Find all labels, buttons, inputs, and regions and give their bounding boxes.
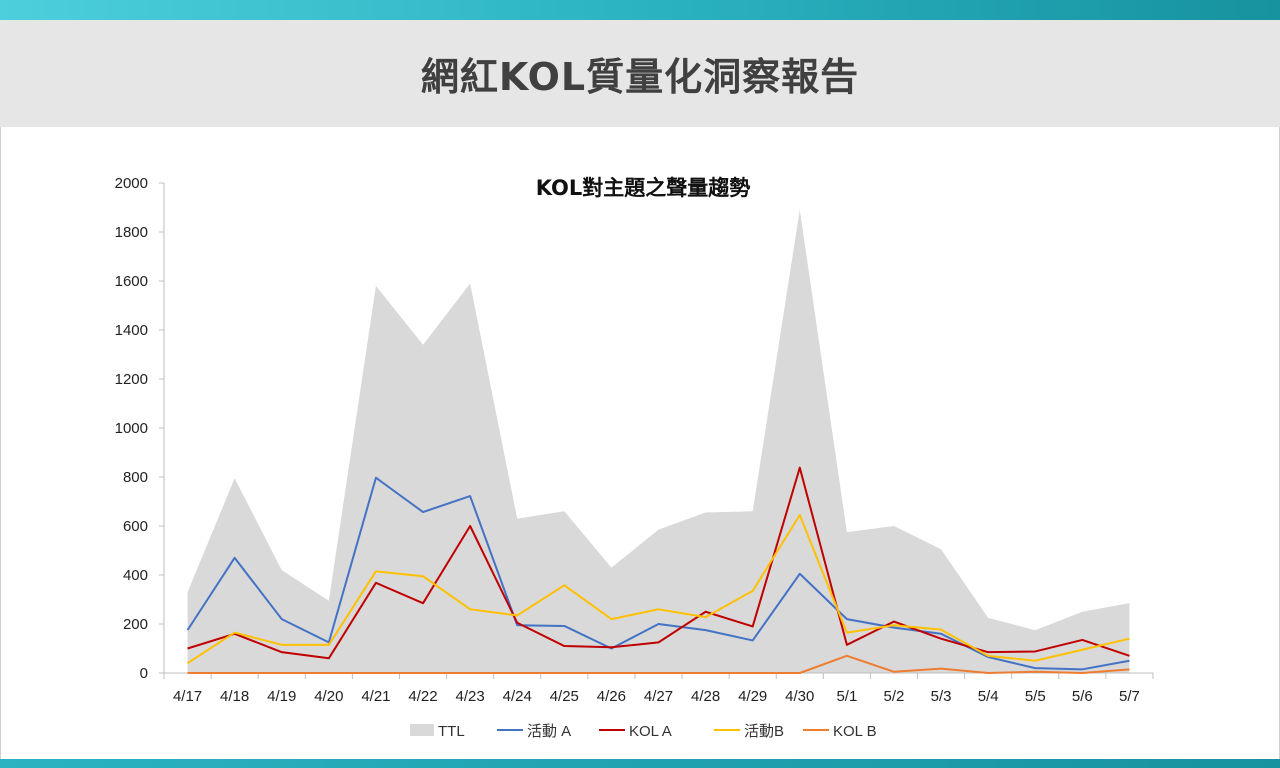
x-tick-label: 4/22 <box>408 688 437 705</box>
x-tick-label: 4/21 <box>361 688 390 705</box>
y-tick-label: 1000 <box>115 420 148 437</box>
x-tick-label: 4/30 <box>785 688 814 705</box>
legend-label-2: KOL A <box>629 723 672 740</box>
series-line-1 <box>186 476 1130 671</box>
legend-label-3: 活動B <box>744 723 784 740</box>
x-tick-label: 4/23 <box>456 688 485 705</box>
x-tick-label: 4/25 <box>550 688 579 705</box>
bottom-accent-bar <box>0 759 1280 768</box>
x-tick-label: 4/24 <box>503 688 532 705</box>
x-tick-label: 4/19 <box>267 688 296 705</box>
top-accent-bar <box>0 0 1280 20</box>
series-line-3 <box>187 513 1130 665</box>
x-tick-label: 4/27 <box>644 688 673 705</box>
title-band: 網紅KOL質量化洞察報告 <box>0 20 1280 127</box>
legend-label-0: TTL <box>438 723 465 740</box>
plot-area: 0 200 400 600 800 1000 1200 1400 1600 1800 2000 4/1… <box>115 175 1154 705</box>
legend-label-4: KOL B <box>833 723 877 740</box>
chart-title: KOL對主題之聲量趨勢 <box>536 176 751 200</box>
x-tick-label: 5/7 <box>1119 688 1140 705</box>
x-tick-label: 5/2 <box>884 688 905 705</box>
chart-legend: TTL 活動 A KOL A 活動B KOL B <box>410 723 877 740</box>
x-tick-label: 4/28 <box>691 688 720 705</box>
x-tick-label: 5/4 <box>978 688 999 705</box>
series-area-ttl <box>187 209 1130 673</box>
x-tick-label: 4/18 <box>220 688 249 705</box>
y-tick-label: 800 <box>123 469 148 486</box>
y-tick-label: 1600 <box>115 273 148 290</box>
x-tick-label: 4/20 <box>314 688 343 705</box>
y-tick-label: 1200 <box>115 371 148 388</box>
legend-swatch-0 <box>410 724 434 736</box>
series-line-4 <box>187 654 1130 674</box>
x-tick-label: 5/5 <box>1025 688 1046 705</box>
x-tick-label: 5/3 <box>931 688 952 705</box>
y-tick-label: 2000 <box>115 175 148 192</box>
page-title: 網紅KOL質量化洞察報告 <box>420 55 860 99</box>
x-tick-label: 4/17 <box>173 688 202 705</box>
x-tick-label: 4/26 <box>597 688 626 705</box>
y-tick-label: 0 <box>140 665 148 682</box>
x-tick-label: 5/1 <box>836 688 857 705</box>
y-tick-label: 1400 <box>115 322 148 339</box>
y-tick-label: 400 <box>123 567 148 584</box>
x-tick-label: 5/6 <box>1072 688 1093 705</box>
y-tick-label: 1800 <box>115 224 148 241</box>
legend-label-1: 活動 A <box>527 723 571 740</box>
x-tick-label: 4/29 <box>738 688 767 705</box>
y-tick-label: 200 <box>123 616 148 633</box>
y-tick-label: 600 <box>123 518 148 535</box>
